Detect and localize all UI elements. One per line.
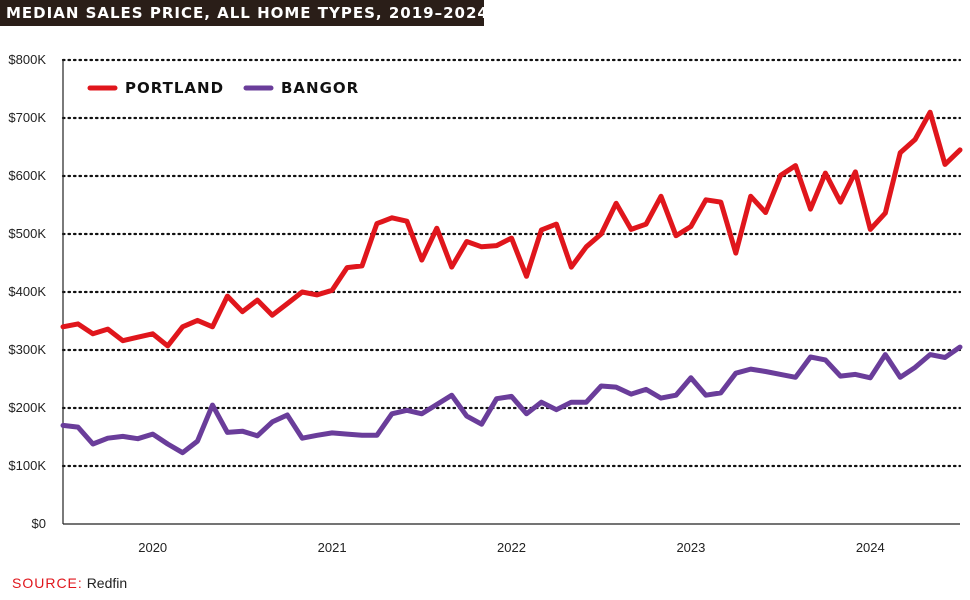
legend-label-bangor: BANGOR xyxy=(281,79,359,97)
legend-label-portland: PORTLAND xyxy=(125,79,224,97)
y-axis-tick-labels: $0 $100K $200K $300K $400K $500K $600K $700K $80… xyxy=(8,52,46,531)
source-value: Redfin xyxy=(86,575,128,591)
chart-title: MEDIAN SALES PRICE, ALL HOME TYPES, 2019… xyxy=(0,0,488,26)
x-tick-label: 2020 xyxy=(138,540,167,555)
x-tick-label: 2024 xyxy=(856,540,885,555)
y-tick-label: $600K xyxy=(8,168,46,183)
source-label: SOURCE: xyxy=(12,575,83,591)
y-tick-label: $300K xyxy=(8,342,46,357)
series-lines xyxy=(60,109,963,456)
y-tick-label: $500K xyxy=(8,226,46,241)
x-axis-tick-labels: 2020 2021 2022 2023 2024 xyxy=(138,540,885,555)
y-tick-label: $400K xyxy=(8,284,46,299)
source-note: SOURCE: Redfin xyxy=(12,575,127,591)
line-chart: $0 $100K $200K $300K $400K $500K $600K $700K $80… xyxy=(8,52,963,555)
x-tick-label: 2023 xyxy=(676,540,705,555)
series-line-bangor xyxy=(60,344,963,456)
y-tick-label: $0 xyxy=(32,516,46,531)
series-line-portland xyxy=(60,109,963,349)
x-tick-label: 2021 xyxy=(318,540,347,555)
y-tick-label: $700K xyxy=(8,110,46,125)
x-tick-label: 2022 xyxy=(497,540,526,555)
axes xyxy=(62,60,960,525)
y-tick-label: $100K xyxy=(8,458,46,473)
grid-lines xyxy=(61,58,962,468)
y-tick-label: $200K xyxy=(8,400,46,415)
y-tick-label: $800K xyxy=(8,52,46,67)
legend: PORTLAND BANGOR xyxy=(87,79,359,97)
